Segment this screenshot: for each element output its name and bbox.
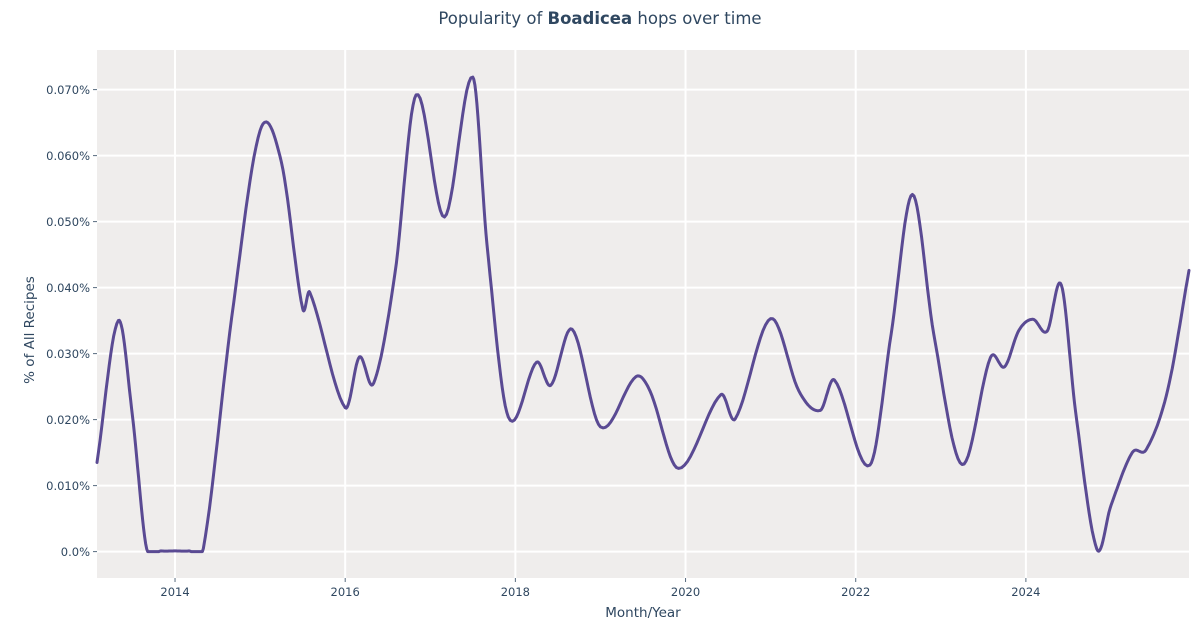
y-tick-label: 0.040% [46,280,90,295]
x-tick-label: 2014 [160,585,190,599]
x-tick-label: 2016 [330,585,360,599]
x-tick-label: 2020 [670,585,701,599]
x-tick-label: 2024 [1011,585,1041,599]
chart-title: Popularity of Boadicea hops over time [0,8,1200,30]
title-hop-name: Boadicea [547,9,633,28]
y-tick-label: 0.010% [46,478,90,493]
y-tick-label: 0.020% [46,412,90,427]
title-suffix: hops over time [632,9,762,28]
y-tick-label: 0.060% [46,148,90,163]
y-tick-label: 0.0% [60,544,90,559]
y-tick-label: 0.050% [46,214,90,229]
y-tick-label: 0.030% [46,346,90,361]
x-axis-label: Month/Year [605,605,681,621]
plot-area [97,50,1189,578]
title-prefix: Popularity of [438,9,548,28]
y-tick-label: 0.070% [46,82,90,97]
popularity-line [95,75,1191,554]
x-tick-label: 2022 [841,585,871,599]
x-tick-label: 2018 [500,585,530,599]
